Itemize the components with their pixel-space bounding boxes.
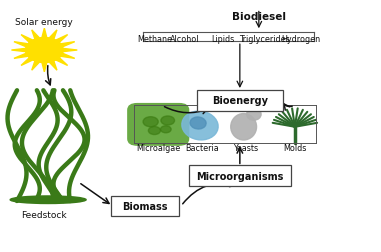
Text: Methane: Methane — [137, 35, 172, 44]
Polygon shape — [50, 62, 57, 71]
Polygon shape — [61, 54, 75, 59]
Text: Yeasts: Yeasts — [233, 144, 258, 152]
Polygon shape — [32, 62, 39, 71]
Polygon shape — [42, 64, 47, 73]
Circle shape — [161, 116, 174, 125]
Circle shape — [26, 39, 63, 63]
Text: Biomass: Biomass — [122, 201, 168, 211]
FancyBboxPatch shape — [128, 104, 189, 146]
Polygon shape — [56, 36, 67, 43]
FancyBboxPatch shape — [189, 166, 291, 186]
Polygon shape — [56, 59, 67, 66]
Text: Bioenergy: Bioenergy — [212, 96, 268, 106]
FancyBboxPatch shape — [111, 196, 179, 217]
Ellipse shape — [190, 117, 206, 130]
Text: Biodiesel: Biodiesel — [232, 12, 286, 22]
Text: Lipids: Lipids — [211, 35, 234, 44]
Polygon shape — [14, 43, 27, 47]
Circle shape — [148, 127, 160, 135]
Text: Feedstock: Feedstock — [22, 210, 67, 219]
Polygon shape — [32, 31, 39, 40]
Circle shape — [160, 126, 171, 133]
Ellipse shape — [182, 112, 218, 140]
Circle shape — [26, 39, 63, 63]
Text: Triglycerides: Triglycerides — [239, 35, 290, 44]
Text: Hydrogen: Hydrogen — [281, 35, 320, 44]
Polygon shape — [50, 31, 57, 40]
Circle shape — [143, 117, 158, 127]
Polygon shape — [21, 36, 32, 43]
Ellipse shape — [10, 196, 86, 204]
Polygon shape — [42, 29, 47, 38]
Text: Microorganisms: Microorganisms — [196, 171, 283, 181]
Text: Alcohol: Alcohol — [170, 35, 200, 44]
Ellipse shape — [247, 109, 261, 121]
Text: Solar energy: Solar energy — [16, 18, 73, 27]
Polygon shape — [64, 49, 77, 52]
Ellipse shape — [231, 114, 256, 140]
Polygon shape — [21, 59, 32, 66]
FancyBboxPatch shape — [197, 90, 283, 111]
Text: Bacteria: Bacteria — [185, 144, 219, 152]
Polygon shape — [11, 49, 25, 52]
Polygon shape — [14, 54, 27, 59]
Text: Microalgae: Microalgae — [136, 144, 180, 152]
Polygon shape — [61, 43, 75, 47]
Text: Molds: Molds — [283, 144, 307, 152]
